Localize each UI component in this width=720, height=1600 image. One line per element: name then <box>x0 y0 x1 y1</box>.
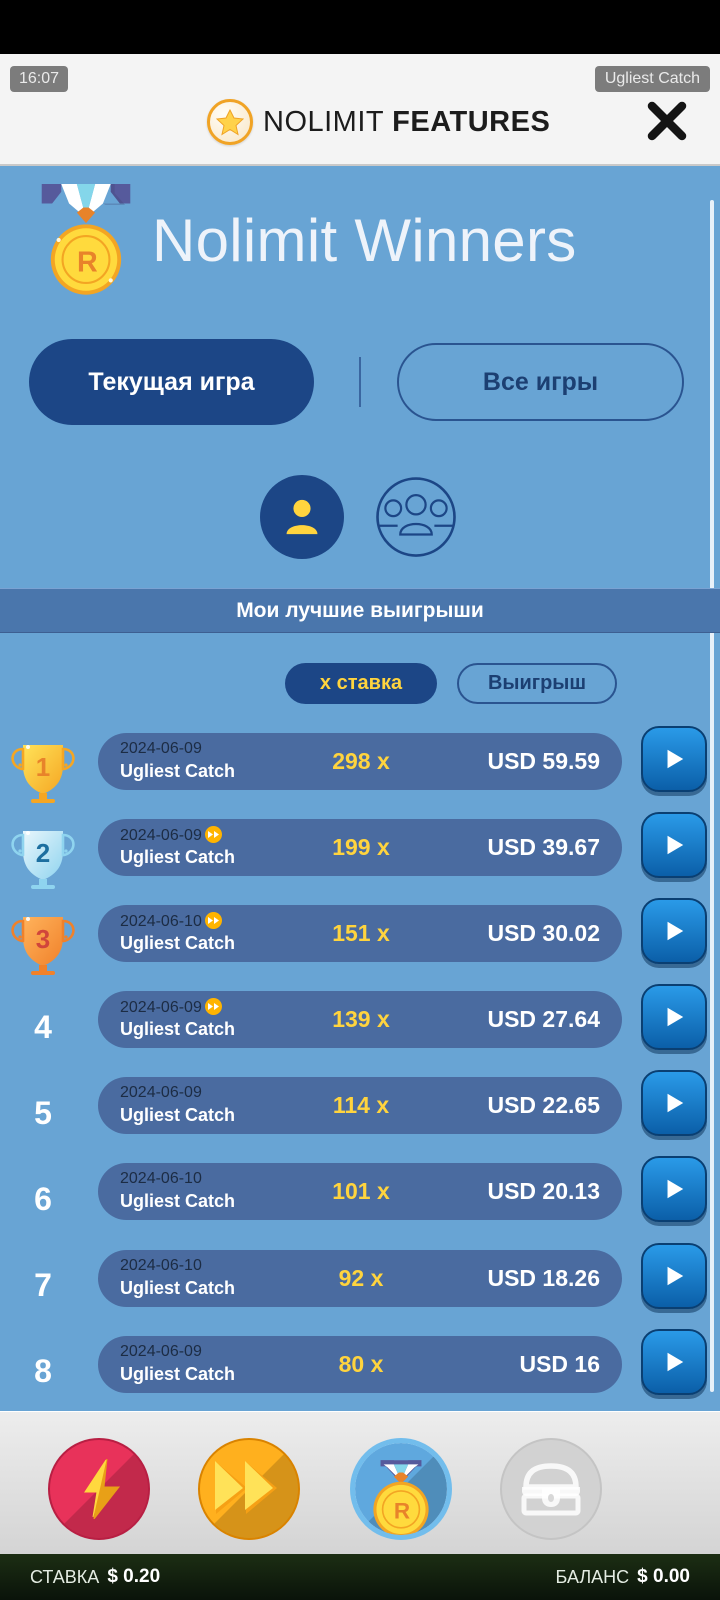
svg-text:1: 1 <box>36 752 50 782</box>
svg-text:R: R <box>394 1499 410 1524</box>
svg-text:R: R <box>77 246 98 278</box>
svg-text:2: 2 <box>36 838 50 868</box>
svg-text:3: 3 <box>36 924 50 954</box>
